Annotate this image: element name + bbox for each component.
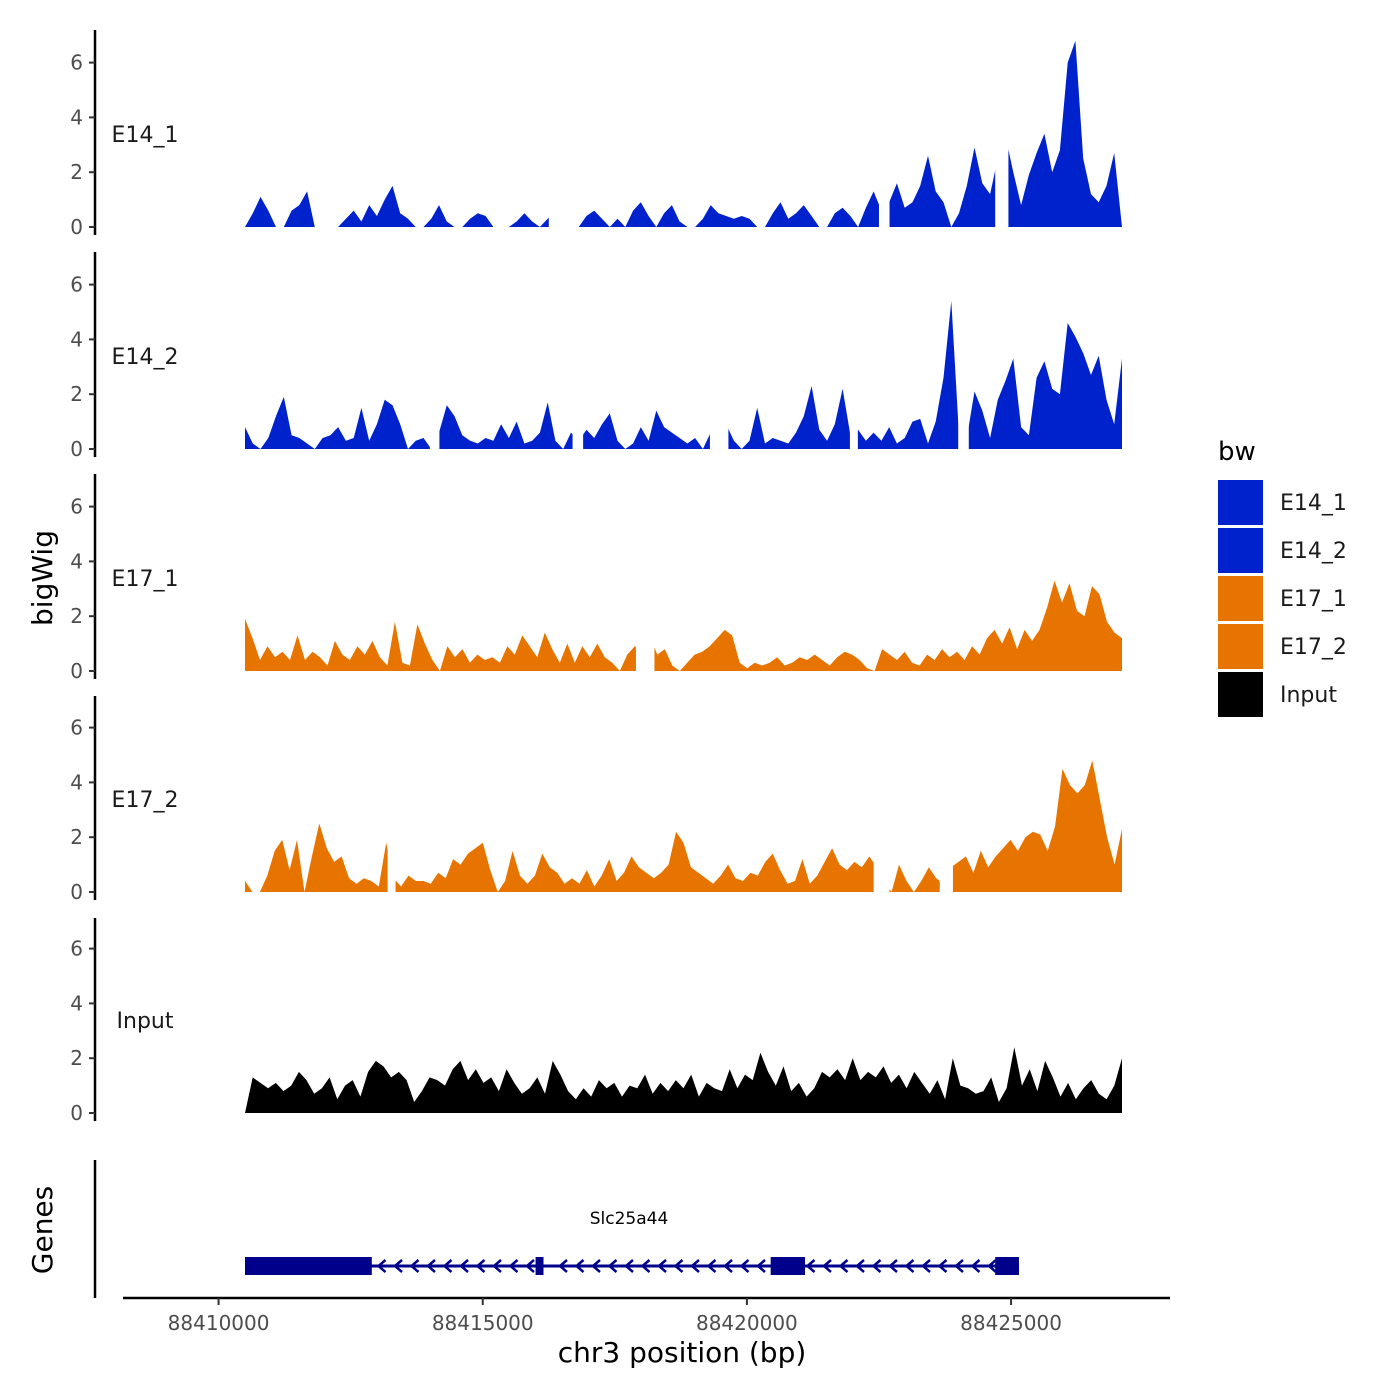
- y-tick-label: 0: [70, 659, 83, 683]
- x-tick-label: 88420000: [696, 1311, 798, 1335]
- strand-arrow: [904, 1259, 915, 1273]
- x-axis: 88410000 88415000 88420000 88425000: [123, 1296, 1170, 1335]
- y-tick-label: 4: [70, 770, 83, 794]
- strand-arrow: [393, 1259, 403, 1273]
- strand-arrow: [426, 1259, 436, 1273]
- legend-label-e14_1: E14_1: [1280, 491, 1347, 516]
- strand-arrow: [888, 1259, 898, 1273]
- y-tick-label: 4: [70, 549, 83, 573]
- strand-arrow: [525, 1259, 535, 1273]
- x-tick-label: 88410000: [168, 1311, 270, 1335]
- y-tick-label: 6: [70, 716, 83, 740]
- legend-swatch-e17_2: [1218, 624, 1263, 669]
- strand-arrow: [607, 1259, 618, 1273]
- strand-arrow: [970, 1259, 981, 1273]
- strand-arrow: [987, 1259, 997, 1273]
- track-label-e14_2: E14_2: [112, 345, 179, 370]
- gene-exon: [245, 1257, 372, 1275]
- track-label-e17_1: E17_1: [112, 567, 179, 592]
- legend-swatch-input: [1218, 672, 1263, 717]
- strand-arrow: [673, 1259, 684, 1273]
- y-tick-label: 6: [70, 937, 83, 961]
- x-tick-label: 88425000: [960, 1311, 1062, 1335]
- strand-arrow: [855, 1259, 865, 1273]
- genes-panel: Slc25a44: [93, 1160, 1019, 1298]
- y-tick-label: 2: [70, 604, 83, 628]
- signal-area-e14_1: [245, 40, 1122, 228]
- strand-arrow: [492, 1259, 502, 1273]
- genes-track-title: Genes: [26, 1186, 59, 1274]
- y-tick-label: 6: [70, 51, 83, 75]
- strand-arrow: [376, 1259, 387, 1273]
- legend-label-e17_2: E17_2: [1280, 635, 1347, 660]
- signal-area-input: [245, 1047, 1122, 1113]
- legend-label-e14_2: E14_2: [1280, 539, 1347, 564]
- panel-input: 0 2 4 6 Input: [70, 918, 1122, 1125]
- strand-arrow: [706, 1259, 717, 1273]
- y-tick-label: 2: [70, 1046, 83, 1070]
- y-axis-title: bigWig: [26, 530, 59, 626]
- strand-arrow: [871, 1259, 882, 1273]
- y-tick-label: 2: [70, 825, 83, 849]
- y-tick-label: 0: [70, 880, 83, 904]
- strand-arrow: [723, 1259, 733, 1273]
- panel-e17_2: 0 2 4 6 E17_2: [70, 696, 1122, 904]
- strand-arrow: [409, 1259, 420, 1273]
- strand-arrow: [591, 1259, 601, 1273]
- legend-swatch-e14_2: [1218, 528, 1263, 573]
- y-tick-label: 0: [70, 1101, 83, 1125]
- strand-arrow: [624, 1259, 634, 1273]
- legend-title: bw: [1218, 437, 1256, 467]
- panel-e14_1: 0 2 4 6 E14_1: [70, 30, 1122, 239]
- legend-swatch-e14_1: [1218, 480, 1263, 525]
- y-tick-label: 0: [70, 437, 83, 461]
- strand-arrow: [475, 1259, 486, 1273]
- strand-arrow: [459, 1259, 469, 1273]
- strand-arrow: [442, 1259, 453, 1273]
- gene-exon: [535, 1257, 544, 1275]
- strand-arrow: [756, 1259, 766, 1273]
- strand-arrow: [640, 1259, 651, 1273]
- strand-arrow: [838, 1259, 849, 1273]
- y-tick-label: 4: [70, 991, 83, 1015]
- y-tick-label: 4: [70, 105, 83, 129]
- y-tick-label: 6: [70, 273, 83, 297]
- strand-arrow: [558, 1259, 568, 1273]
- strand-arrow: [805, 1259, 816, 1273]
- strand-arrow: [937, 1259, 948, 1273]
- gene-name-label: Slc25a44: [590, 1209, 669, 1229]
- signal-area-e17_1: [245, 580, 1122, 671]
- strand-arrow: [574, 1259, 585, 1273]
- panel-e17_1: 0 2 4 6 E17_1: [70, 474, 1122, 683]
- x-axis-title: chr3 position (bp): [558, 1336, 807, 1369]
- panel-e14_2: 0 2 4 6 E14_2: [70, 252, 1122, 461]
- legend-swatch-e17_1: [1218, 576, 1263, 621]
- y-tick-label: 2: [70, 160, 83, 184]
- legend-label-input: Input: [1280, 683, 1337, 708]
- signal-area-e17_2: [245, 760, 1122, 892]
- y-tick-label: 2: [70, 382, 83, 406]
- strand-arrow: [822, 1259, 832, 1273]
- track-label-input: Input: [117, 1009, 174, 1034]
- strand-arrow: [508, 1259, 519, 1273]
- track-label-e14_1: E14_1: [112, 123, 179, 148]
- y-tick-label: 6: [70, 495, 83, 519]
- y-tick-label: 4: [70, 327, 83, 351]
- signal-area-e14_2: [245, 301, 1122, 449]
- strand-arrow: [739, 1259, 750, 1273]
- strand-arrow: [657, 1259, 667, 1273]
- y-tick-label: 0: [70, 215, 83, 239]
- x-tick-label: 88415000: [432, 1311, 534, 1335]
- gene-exon: [770, 1257, 806, 1275]
- legend-label-e17_1: E17_1: [1280, 587, 1347, 612]
- legend: bw E14_1 E14_2 E17_1 E17_2 Input: [1218, 437, 1347, 717]
- strand-arrow: [954, 1259, 964, 1273]
- track-label-e17_2: E17_2: [112, 788, 179, 813]
- gene-exon: [995, 1257, 1019, 1275]
- strand-arrow: [921, 1259, 931, 1273]
- signal-panels: 0 2 4 6 E14_1 0 2 4 6 E14_2 0 2 4 6 E17_1 0 2 4 6 E17_2 0 2 4 6…: [70, 30, 1122, 1125]
- strand-arrow: [690, 1259, 700, 1273]
